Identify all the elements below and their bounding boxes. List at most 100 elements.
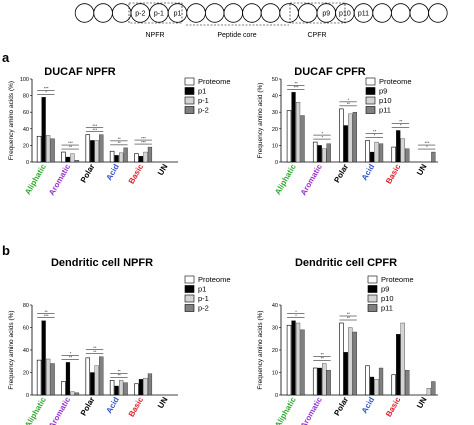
legend-label: p1 <box>198 87 206 96</box>
x-tick-label: UN <box>156 395 170 410</box>
residue-circle <box>391 3 411 23</box>
y-axis-label: Frequency amino acids (%) <box>8 310 15 389</box>
bar <box>138 156 144 163</box>
x-tick-label: Aromatic <box>299 162 324 197</box>
bar <box>365 140 370 163</box>
bar <box>70 391 75 396</box>
x-tick-label: UN <box>156 162 170 177</box>
bar <box>123 382 128 396</box>
y-tick-label: 0 <box>26 393 29 399</box>
residue-circle <box>428 3 448 23</box>
bar <box>114 155 119 163</box>
residue-circle <box>298 3 318 23</box>
bar <box>405 370 410 396</box>
significance-label: ** <box>93 345 97 350</box>
legend-label: p-1 <box>198 294 209 303</box>
panel-label-a: a <box>2 50 10 65</box>
bar <box>295 102 301 163</box>
residue-label: p-1 <box>154 11 164 18</box>
legend-label: p1 <box>198 285 206 294</box>
bar <box>41 97 46 163</box>
x-tick-label: Polar <box>79 163 97 185</box>
bar <box>85 357 91 396</box>
residue-circle <box>409 3 430 23</box>
bar <box>46 358 51 396</box>
bar <box>94 365 99 396</box>
bar <box>46 135 51 163</box>
significance-label: ** <box>118 373 122 378</box>
bar <box>36 359 42 396</box>
chart-title: Dendritic cell NPFR <box>51 257 153 269</box>
legend-label: p9 <box>381 285 389 294</box>
chart-dendritic-cpfr: Dendritic cell CPFR 0 10 20 30 40 Frequency am… <box>257 257 438 425</box>
y-axis-label: Frequency amino acid (%) <box>257 83 264 159</box>
legend-label: p-2 <box>198 106 209 115</box>
x-tick-label: Aromatic <box>299 395 324 425</box>
legend-label: p9 <box>379 87 387 96</box>
significance-label: * <box>400 123 402 128</box>
y-tick-label: 40 <box>23 127 29 133</box>
bar <box>291 92 296 163</box>
bar <box>352 331 357 396</box>
bar <box>312 141 318 163</box>
significance-label: ** <box>321 352 325 357</box>
bar <box>431 381 436 396</box>
bar <box>74 392 80 396</box>
significance-label: ** <box>347 315 351 320</box>
bar <box>109 380 115 396</box>
bar <box>374 379 379 396</box>
peptide-diagram: p-2 p-1 p1 p9 p10 p11 NPFR Peptide core CPFR <box>74 2 448 39</box>
bar <box>300 329 305 396</box>
legend-label: p11 <box>379 106 391 115</box>
bar <box>114 385 119 396</box>
bar <box>431 151 436 163</box>
y-tick-label: 40 <box>23 348 29 354</box>
y-tick-label: 60 <box>23 326 29 332</box>
bar <box>391 374 396 396</box>
significance-label: *** <box>92 123 97 128</box>
significance-label: * <box>348 97 350 102</box>
bar <box>348 327 353 396</box>
bar <box>74 160 80 163</box>
bar <box>123 147 128 163</box>
bar <box>312 367 318 396</box>
x-tick-label: Basic <box>384 162 403 185</box>
residue-label: p-2 <box>135 11 145 18</box>
y-tick-label: 0 <box>26 160 29 166</box>
bar <box>90 140 95 163</box>
residue-label: p9 <box>322 11 330 18</box>
bar <box>119 152 124 163</box>
bar <box>352 112 357 163</box>
bar <box>378 143 384 163</box>
bar <box>322 363 327 396</box>
x-tick-label: Acid <box>104 162 121 182</box>
significance-label: * <box>295 309 297 314</box>
residue-circle <box>372 3 392 23</box>
npfr-label: NPFR <box>145 32 164 39</box>
legend-swatch <box>184 77 195 86</box>
legend-swatch <box>367 294 378 303</box>
residue-circle <box>186 3 206 23</box>
bar <box>70 153 75 163</box>
chart-title: DUCAF NPFR <box>44 66 116 78</box>
significance-label: ** <box>321 356 325 361</box>
residue-label: p1 <box>174 11 182 18</box>
x-tick-label: Polar <box>332 396 350 418</box>
bar <box>369 376 375 396</box>
legend-label: p10 <box>379 96 392 105</box>
bar <box>50 363 55 396</box>
significance-label: *** <box>44 85 49 90</box>
y-tick-label: 40 <box>272 94 278 100</box>
residue-circle <box>204 3 225 23</box>
bar <box>317 367 322 396</box>
bar <box>400 322 405 396</box>
bar <box>138 379 144 396</box>
y-tick-label: 50 <box>272 77 278 83</box>
residue-circle <box>93 3 113 23</box>
bar <box>322 148 327 163</box>
legend-label: p11 <box>381 304 393 313</box>
residue-circle <box>223 3 244 23</box>
x-tick-label: UN <box>415 162 429 177</box>
y-tick-label: 10 <box>272 371 278 377</box>
y-tick-label: 100 <box>20 77 29 83</box>
